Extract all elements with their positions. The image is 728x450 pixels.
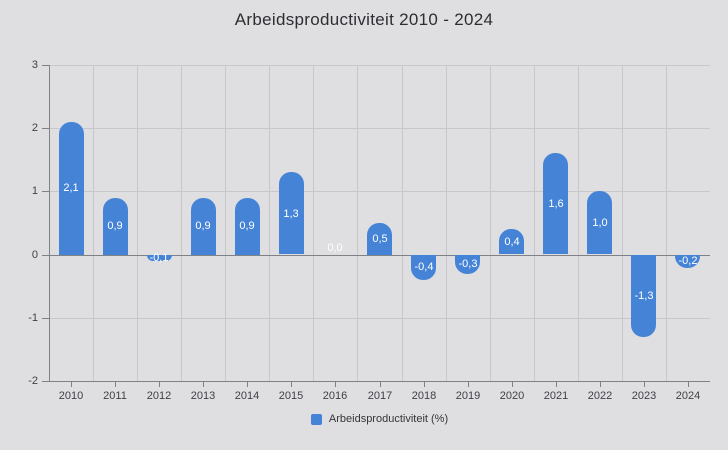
x-axis-label: 2021 — [543, 390, 569, 402]
x-axis-tick — [556, 382, 557, 387]
x-axis-tick — [688, 382, 689, 387]
chart-legend[interactable]: Arbeidsproductiviteit (%) — [49, 413, 710, 425]
bar-value-label: 1,0 — [592, 217, 608, 229]
bar-value-label: 0,5 — [372, 233, 388, 245]
bar-2020[interactable] — [499, 229, 524, 254]
y-axis-tick — [42, 381, 49, 382]
bar-2012[interactable] — [147, 255, 172, 261]
bar-2024[interactable] — [675, 255, 700, 268]
y-axis-tick — [42, 318, 49, 319]
x-axis-label: 2016 — [322, 390, 348, 402]
bar-value-label: -0,4 — [414, 261, 434, 273]
gridline-vertical — [313, 65, 314, 381]
x-axis-label: 2013 — [190, 390, 216, 402]
gridline-vertical — [534, 65, 535, 381]
x-axis-tick — [247, 382, 248, 387]
x-axis-label: 2011 — [103, 390, 127, 402]
x-axis-label: 2015 — [278, 390, 304, 402]
bar-2018[interactable] — [411, 255, 436, 280]
bar-2022[interactable] — [587, 191, 612, 254]
y-axis-tick — [42, 65, 49, 66]
gridline-horizontal — [49, 65, 710, 66]
x-axis-tick — [71, 382, 72, 387]
x-axis-label: 2018 — [411, 390, 437, 402]
y-axis-label: 1 — [31, 185, 38, 197]
gridline-vertical — [622, 65, 623, 381]
x-axis-label: 2010 — [58, 390, 84, 402]
bar-2010[interactable] — [59, 122, 84, 255]
y-axis-tick — [42, 255, 49, 256]
bar-2014[interactable] — [235, 198, 260, 255]
bar-value-label: 0,4 — [504, 236, 520, 248]
x-axis-label: 2024 — [675, 390, 701, 402]
gridline-vertical — [446, 65, 447, 381]
x-axis-tick — [644, 382, 645, 387]
bar-2011[interactable] — [103, 198, 128, 255]
bar-value-label: -0,2 — [678, 255, 698, 267]
gridline-vertical — [137, 65, 138, 381]
gridline-vertical — [269, 65, 270, 381]
y-axis-label: 0 — [31, 249, 38, 261]
y-axis-tick — [42, 128, 49, 129]
x-axis-tick — [468, 382, 469, 387]
x-axis-label: 2020 — [499, 390, 525, 402]
bar-value-label: 1,6 — [548, 198, 564, 210]
x-axis-label: 2019 — [455, 390, 481, 402]
x-axis-tick — [424, 382, 425, 387]
y-axis-label: 3 — [31, 59, 38, 71]
gridline-horizontal — [49, 318, 710, 319]
x-axis-label: 2014 — [234, 390, 260, 402]
bar-value-label: 0,9 — [195, 220, 211, 232]
x-axis-tick — [203, 382, 204, 387]
gridline-vertical — [578, 65, 579, 381]
bar-value-label: 0,9 — [239, 220, 255, 232]
x-axis-label: 2017 — [367, 390, 393, 402]
bar-2013[interactable] — [191, 198, 216, 255]
gridline-vertical — [666, 65, 667, 381]
gridline-vertical — [93, 65, 94, 381]
bar-2023[interactable] — [631, 255, 656, 337]
gridline-horizontal — [49, 191, 710, 192]
bar-value-label: -0,1 — [149, 252, 169, 264]
gridline-vertical — [357, 65, 358, 381]
bar-2015[interactable] — [279, 172, 304, 254]
gridline-vertical — [181, 65, 182, 381]
x-axis-tick — [115, 382, 116, 387]
y-axis-label: 2 — [31, 122, 38, 134]
bar-2021[interactable] — [543, 153, 568, 254]
bar-2017[interactable] — [367, 223, 392, 255]
y-axis-label: -1 — [28, 312, 38, 324]
bar-value-label: -1,3 — [634, 290, 654, 302]
x-axis-tick — [512, 382, 513, 387]
gridline-vertical — [490, 65, 491, 381]
axis-line — [49, 255, 710, 256]
legend-label: Arbeidsproductiviteit (%) — [328, 413, 449, 425]
x-axis-tick — [335, 382, 336, 387]
y-axis-line — [49, 65, 50, 382]
y-axis-tick — [42, 191, 49, 192]
x-axis-tick — [600, 382, 601, 387]
gridline-horizontal — [49, 128, 710, 129]
bar-value-label: 0,9 — [107, 220, 123, 232]
x-axis-label: 2012 — [146, 390, 172, 402]
x-axis-tick — [380, 382, 381, 387]
x-axis-label: 2022 — [587, 390, 613, 402]
bar-value-label: 2,1 — [63, 182, 79, 194]
axis-line — [49, 381, 710, 382]
y-axis-label: -2 — [28, 375, 38, 387]
x-axis-label: 2023 — [631, 390, 657, 402]
gridline-vertical — [225, 65, 226, 381]
x-axis-tick — [291, 382, 292, 387]
bar-value-label: 1,3 — [283, 208, 299, 220]
bar-value-label: 0,0 — [327, 242, 343, 254]
x-axis-tick — [159, 382, 160, 387]
legend-swatch-icon — [310, 413, 322, 425]
chart-title: Arbeidsproductiviteit 2010 - 2024 — [234, 10, 494, 29]
bar-2019[interactable] — [455, 255, 480, 274]
gridline-vertical — [402, 65, 403, 381]
bar-value-label: -0,3 — [458, 258, 478, 270]
